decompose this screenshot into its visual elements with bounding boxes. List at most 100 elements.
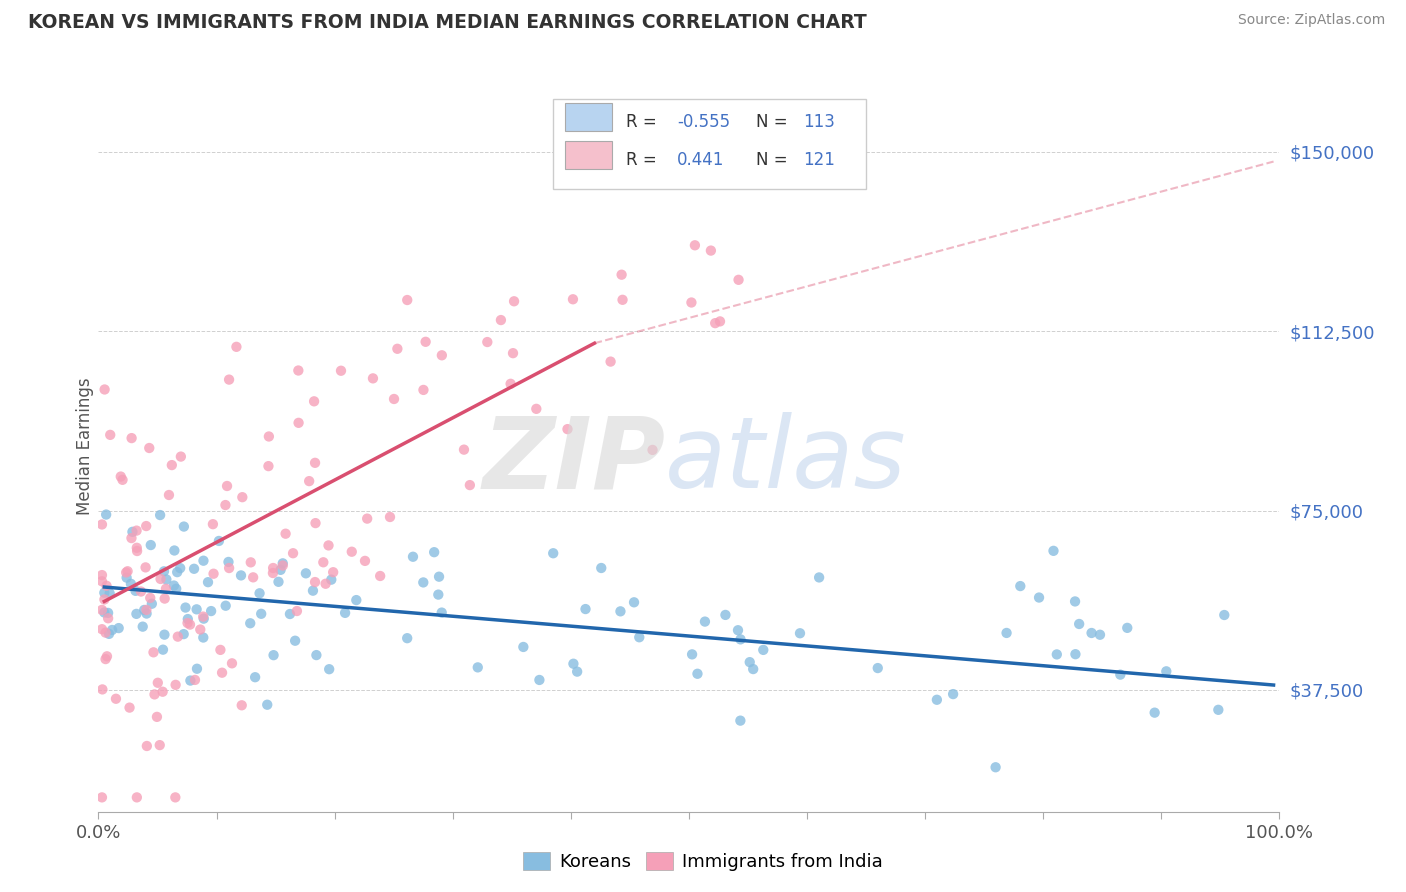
Point — [610, 268, 633, 282]
Point — [153, 564, 176, 578]
Point — [221, 657, 243, 671]
Text: 113: 113 — [803, 113, 835, 131]
Point — [344, 593, 367, 607]
Point — [179, 617, 201, 632]
Point — [149, 508, 172, 522]
Point — [153, 628, 176, 642]
Point — [121, 531, 143, 545]
Point — [330, 364, 353, 378]
Point — [166, 630, 188, 644]
Point — [157, 488, 180, 502]
Point — [91, 603, 114, 617]
Point — [146, 675, 169, 690]
Point — [727, 624, 749, 638]
Point — [1028, 591, 1050, 605]
Text: atlas: atlas — [665, 412, 907, 509]
Point — [209, 643, 232, 657]
Point — [135, 607, 157, 621]
Point — [302, 583, 325, 598]
Point — [295, 566, 318, 581]
Point — [738, 655, 761, 669]
Point — [302, 394, 325, 409]
Point — [287, 416, 309, 430]
Point — [239, 555, 262, 569]
Point — [165, 678, 187, 692]
Point — [218, 561, 240, 575]
Text: N =: N = — [756, 151, 793, 169]
Point — [503, 294, 526, 309]
Point — [1213, 607, 1236, 622]
Point — [94, 625, 117, 640]
Point — [231, 490, 253, 504]
Point — [215, 479, 238, 493]
Point — [160, 458, 183, 472]
Point — [200, 604, 222, 618]
Point — [368, 569, 391, 583]
Point — [117, 564, 139, 578]
Point — [1208, 703, 1230, 717]
Point — [135, 739, 157, 753]
Point — [149, 572, 172, 586]
Point — [225, 340, 247, 354]
Point — [396, 293, 419, 307]
Point — [574, 602, 596, 616]
Point — [98, 586, 121, 600]
Point — [98, 627, 121, 641]
Point — [262, 561, 284, 575]
FancyBboxPatch shape — [565, 141, 612, 169]
Legend: Koreans, Immigrants from India: Koreans, Immigrants from India — [516, 845, 890, 879]
Point — [184, 673, 207, 687]
Point — [149, 738, 172, 752]
Point — [512, 640, 534, 654]
Point — [458, 478, 481, 492]
Point — [186, 602, 208, 616]
Point — [270, 563, 292, 577]
Point — [107, 621, 129, 635]
Point — [499, 376, 522, 391]
Point — [686, 666, 709, 681]
Point — [524, 401, 547, 416]
Point — [91, 682, 114, 697]
Point — [165, 790, 187, 805]
Point — [152, 684, 174, 698]
Point — [1064, 594, 1087, 608]
Point — [285, 604, 308, 618]
Point — [118, 700, 141, 714]
Point — [271, 558, 294, 573]
Point — [318, 538, 340, 552]
Point — [132, 620, 155, 634]
Point — [333, 606, 356, 620]
Point — [91, 622, 114, 636]
Point — [97, 611, 120, 625]
Point — [361, 371, 384, 385]
Point — [91, 517, 114, 532]
Point — [612, 293, 634, 307]
Point — [214, 498, 236, 512]
Point — [423, 545, 446, 559]
Point — [186, 662, 208, 676]
Point — [412, 575, 434, 590]
Point — [142, 645, 165, 659]
Point — [502, 346, 524, 360]
Point — [94, 652, 117, 666]
Point — [427, 570, 450, 584]
Text: ZIP: ZIP — [482, 412, 665, 509]
Point — [727, 273, 749, 287]
Point — [91, 568, 114, 582]
Point — [110, 469, 132, 483]
Point — [387, 342, 409, 356]
Point — [218, 555, 240, 569]
Point — [193, 631, 215, 645]
Point — [356, 511, 378, 525]
Point — [96, 579, 118, 593]
Point — [124, 583, 146, 598]
Point — [256, 698, 278, 712]
Point — [115, 571, 138, 585]
Point — [1109, 667, 1132, 681]
Point — [111, 473, 134, 487]
Point — [188, 623, 211, 637]
Point — [146, 710, 169, 724]
Point — [562, 293, 585, 307]
Point — [135, 519, 157, 533]
FancyBboxPatch shape — [553, 99, 866, 189]
